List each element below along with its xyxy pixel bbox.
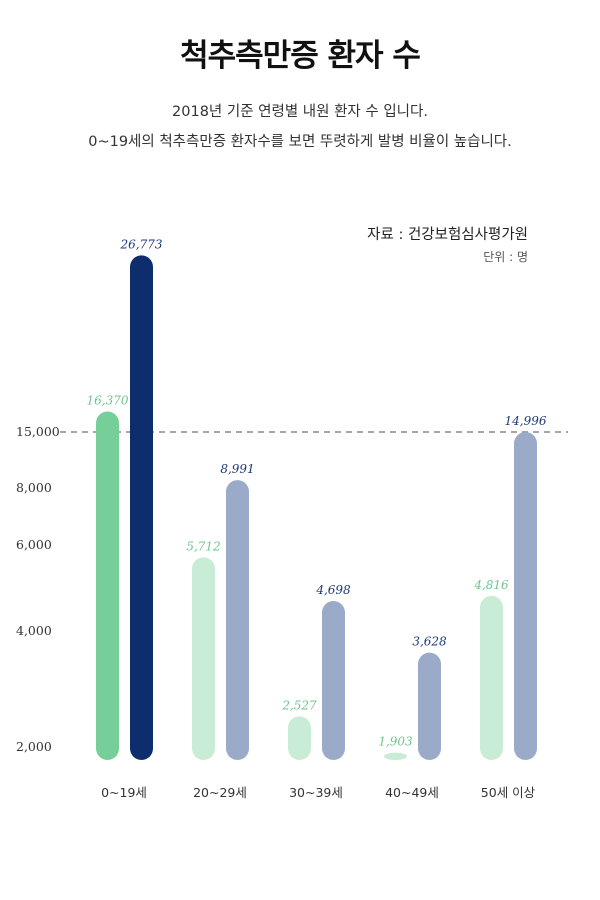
category-label: 40~49세	[385, 785, 439, 800]
category-label: 50세 이상	[481, 785, 536, 800]
y-tick-label: 2,000	[16, 739, 52, 754]
bar-series2	[226, 480, 249, 760]
description-line-2: 0~19세의 척추측만증 환자수를 보면 뚜렷하게 발병 비율이 높습니다.	[88, 134, 512, 150]
source-note: 자료 : 건강보험심사평가원	[367, 227, 528, 243]
unit-note: 단위 : 명	[483, 250, 528, 264]
value-label: 5,712	[186, 539, 220, 553]
bar-series2	[322, 600, 345, 760]
bar-series1	[480, 595, 503, 760]
value-label: 16,370	[87, 393, 129, 407]
chart-title: 척추측만증 환자 수	[180, 38, 421, 74]
bar-series2	[514, 432, 537, 760]
bar-series2	[418, 652, 441, 760]
description-line-1: 2018년 기준 연령별 내원 환자 수 입니다.	[172, 104, 428, 120]
value-label: 4,698	[315, 583, 351, 597]
bar-series1	[288, 716, 311, 760]
bar-series2	[130, 255, 153, 760]
bar-series1	[384, 752, 407, 760]
category-label: 0~19세	[101, 785, 147, 800]
value-label: 8,991	[220, 462, 254, 476]
y-tick-label: 6,000	[16, 537, 52, 552]
y-tick-label: 8,000	[16, 480, 52, 495]
bar-series1	[192, 557, 215, 760]
value-label: 3,628	[412, 635, 447, 649]
value-label: 14,996	[505, 414, 547, 428]
y-tick-label: 4,000	[16, 623, 52, 638]
value-label: 26,773	[120, 237, 163, 251]
category-label: 20~29세	[193, 785, 247, 800]
value-label: 1,903	[378, 735, 413, 749]
bar-series1	[96, 411, 119, 760]
y-tick-label: 15,000	[16, 424, 60, 439]
value-label: 4,816	[473, 578, 509, 592]
value-label: 2,527	[281, 698, 317, 712]
category-label: 30~39세	[289, 785, 343, 800]
